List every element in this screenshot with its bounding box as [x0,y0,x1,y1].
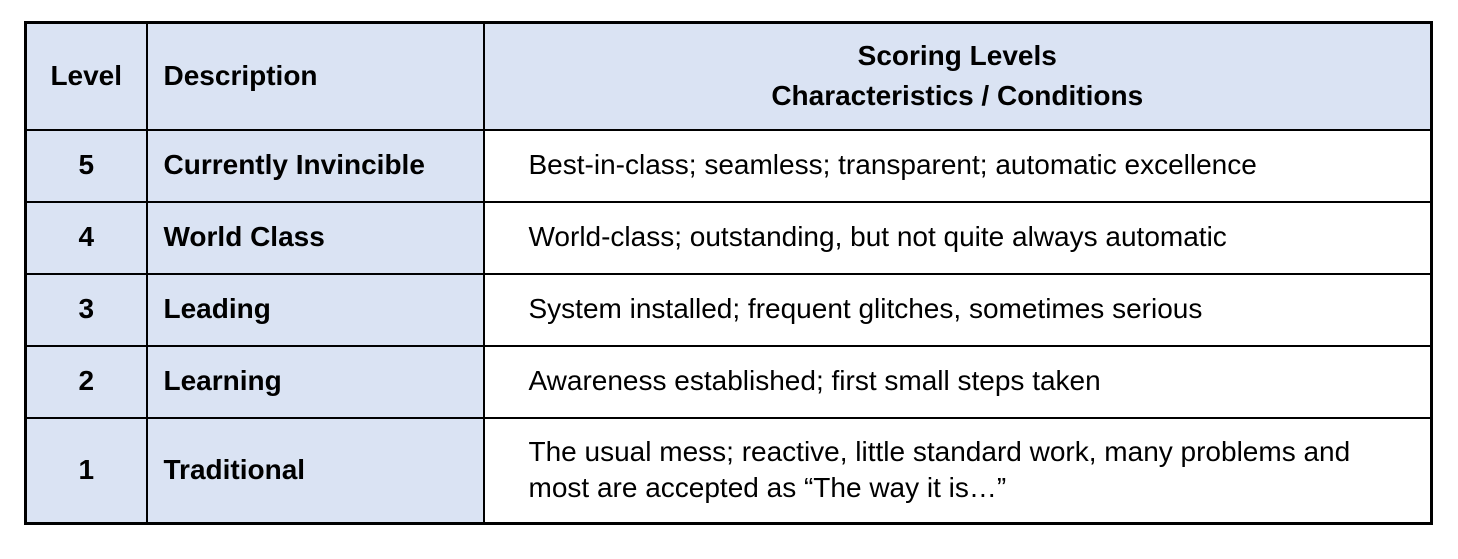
description-value: Currently Invincible [145,128,485,203]
level-value: 2 [24,344,148,419]
header-scoring-line2: Characteristics / Conditions [771,80,1144,112]
header-scoring-levels: Scoring Levels Characteristics / Conditi… [482,21,1433,131]
level-value: 4 [24,200,148,275]
description-value: World Class [145,200,485,275]
level-value: 1 [24,416,148,525]
table-row: 1 Traditional The usual mess; reactive, … [24,416,1433,525]
scoring-levels-table: Level Description Scoring Levels Charact… [24,21,1433,525]
description-value: Traditional [145,416,485,525]
characteristics-value: System installed; frequent glitches, som… [482,272,1433,347]
table-row: 2 Learning Awareness established; first … [24,344,1433,419]
characteristics-value: Best-in-class; seamless; transparent; au… [482,128,1433,203]
description-value: Leading [145,272,485,347]
description-value: Learning [145,344,485,419]
table-row: 3 Leading System installed; frequent gli… [24,272,1433,347]
characteristics-value: Awareness established; first small steps… [482,344,1433,419]
level-value: 5 [24,128,148,203]
characteristics-value: World-class; outstanding, but not quite … [482,200,1433,275]
table-header-row: Level Description Scoring Levels Charact… [24,21,1433,131]
table-row: 4 World Class World-class; outstanding, … [24,200,1433,275]
header-scoring-line1: Scoring Levels [857,39,1057,71]
header-level: Level [24,21,148,131]
header-description: Description [145,21,485,131]
table-row: 5 Currently Invincible Best-in-class; se… [24,128,1433,203]
characteristics-value: The usual mess; reactive, little standar… [482,416,1433,525]
level-value: 3 [24,272,148,347]
